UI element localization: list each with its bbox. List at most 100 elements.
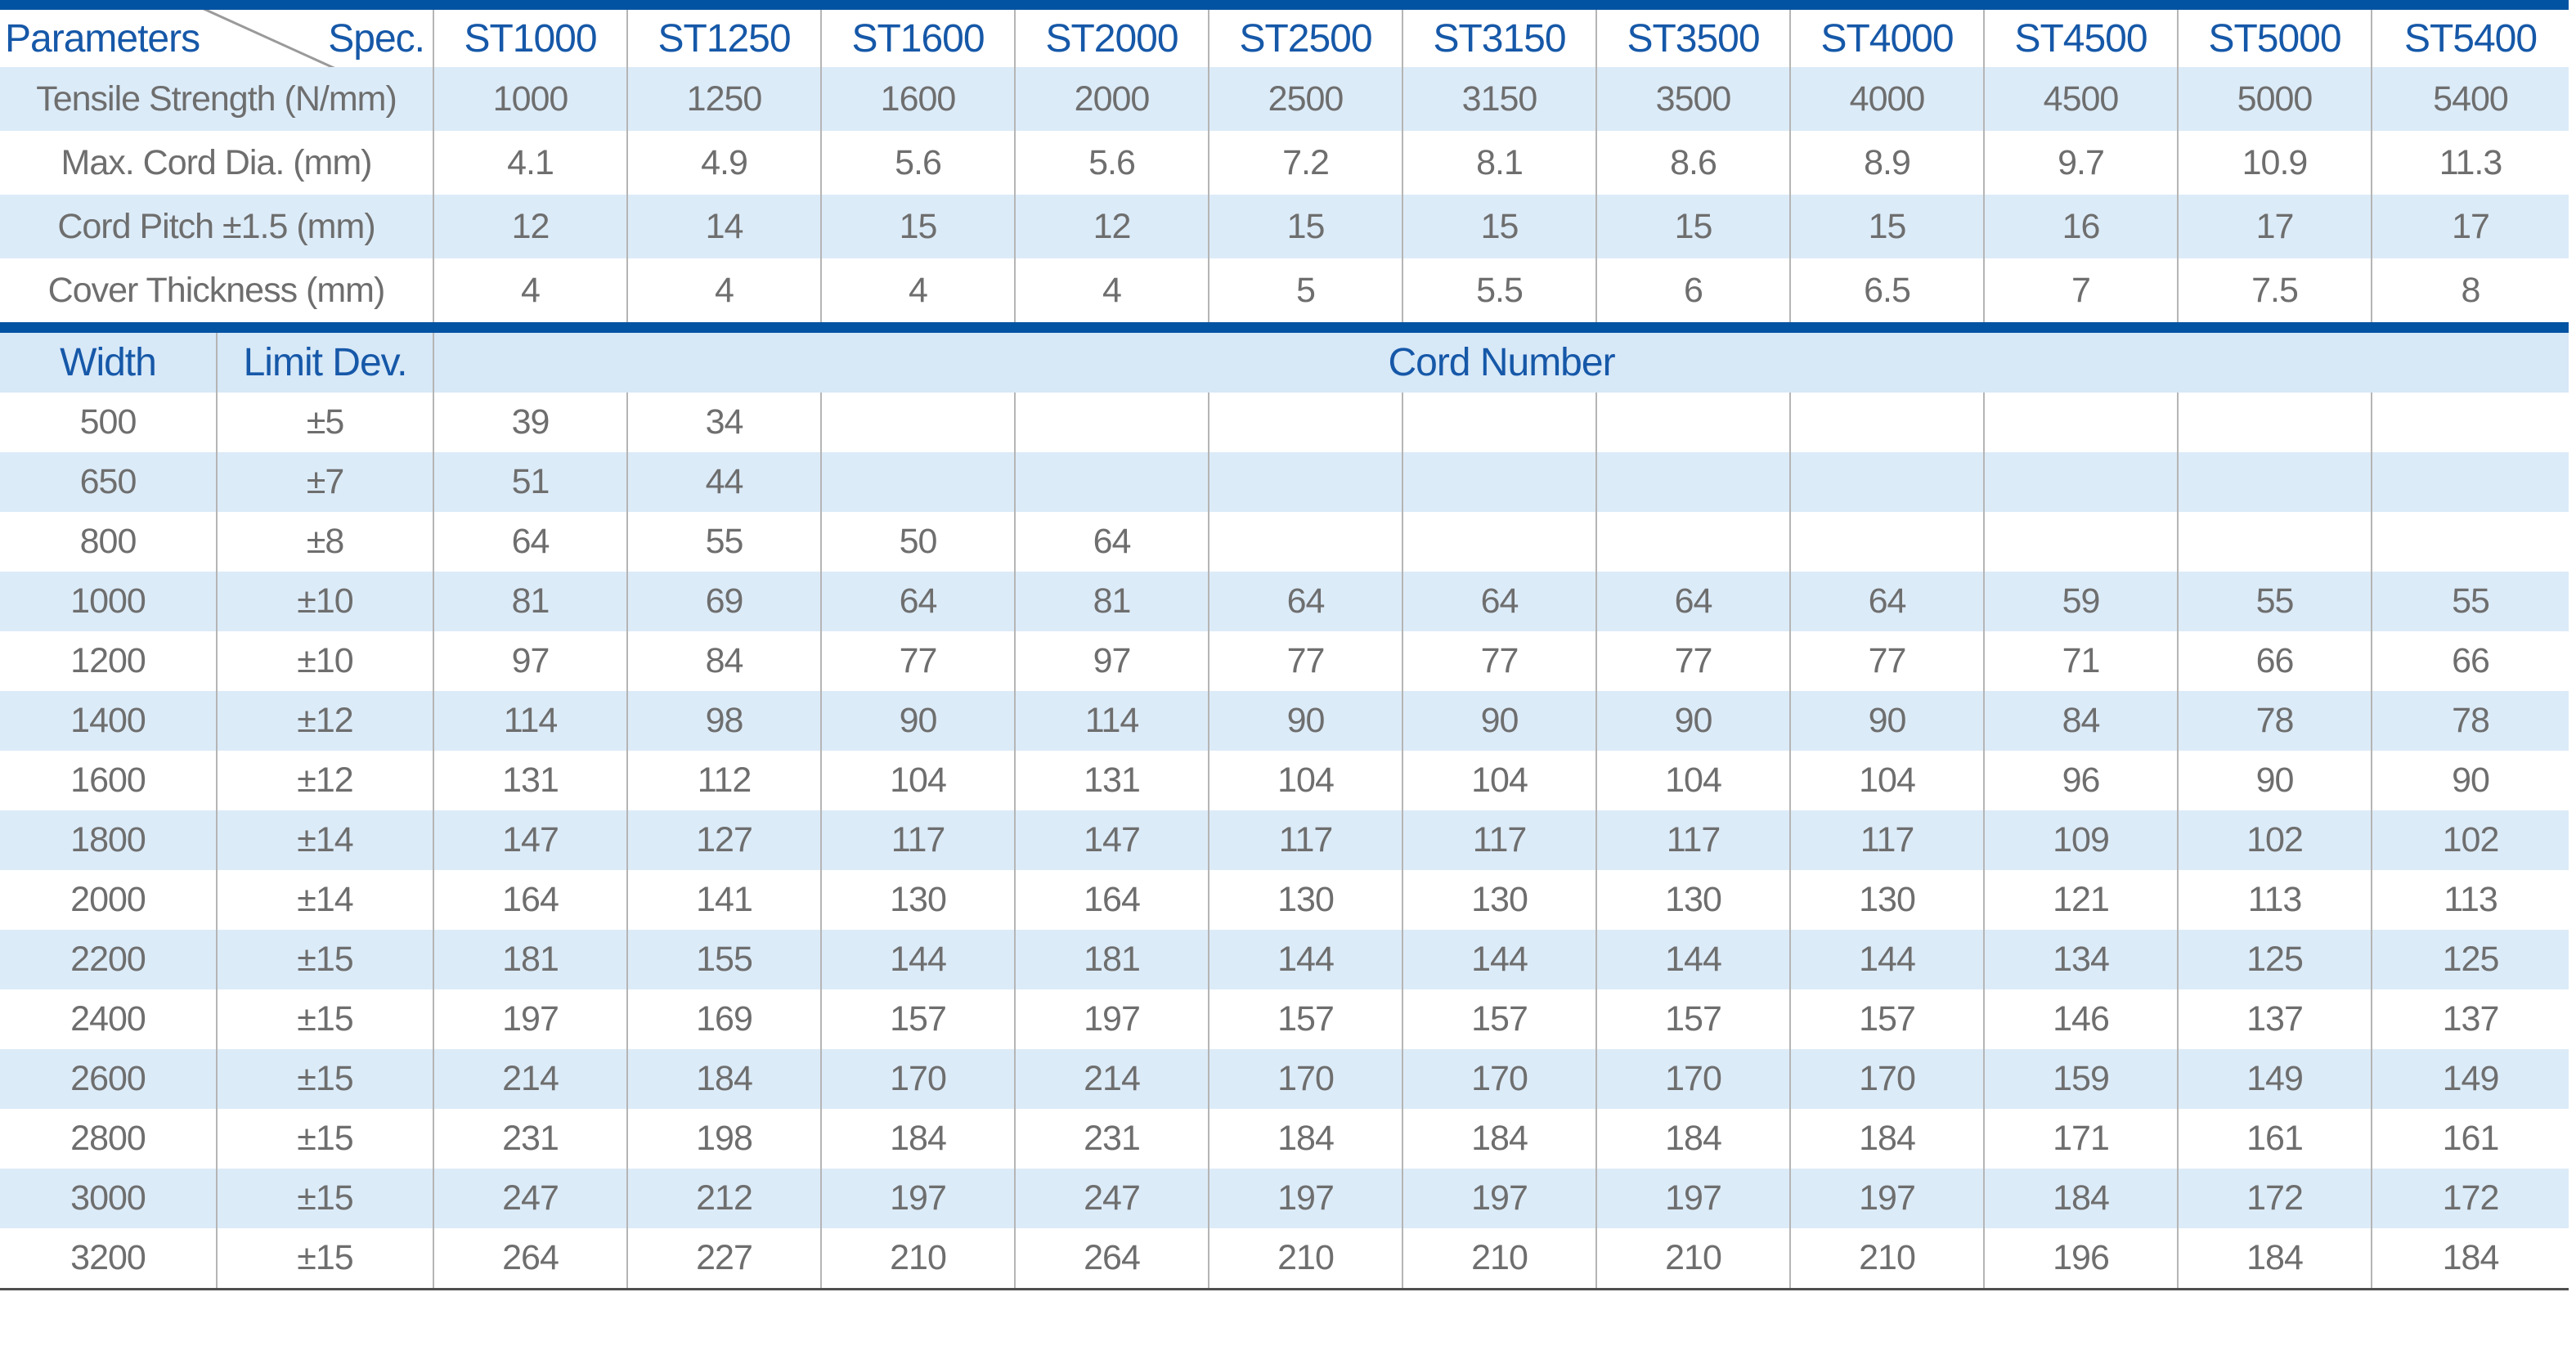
belt-width-cell: 1000 — [70, 581, 146, 621]
cord-number-cell: 51 — [433, 452, 627, 512]
corner-cell: Parameters Spec. — [0, 10, 433, 67]
cord-number-cell: 104 — [1208, 751, 1402, 810]
spec-column-header: ST2500 — [1208, 10, 1402, 67]
belt-width-cell: 2200 — [70, 940, 146, 979]
cord-number-cell: 34 — [626, 393, 821, 452]
cord-number-cell: 144 — [1208, 930, 1402, 989]
param-value-cell: 17 — [2371, 195, 2569, 258]
param-value-cell: 6.5 — [1789, 258, 1984, 322]
cord-row: 2400 ±15 197 169 157 197 157 157 157 157 146 137 137 — [0, 989, 2569, 1049]
cord-row: 650 ±7 51 44 — [0, 452, 2569, 512]
cord-number-cell: 121 — [1983, 870, 2178, 930]
cord-number-cell: 131 — [433, 751, 627, 810]
cord-number-cell: 77 — [1595, 631, 1790, 691]
width-column-header: Width — [60, 341, 157, 384]
cord-number-cell: 210 — [820, 1228, 1015, 1290]
cord-number-cell: 125 — [2371, 930, 2569, 989]
cord-number-cell — [1983, 512, 2178, 572]
limit-dev-cell: ±12 — [216, 751, 433, 810]
cord-number-cell: 130 — [1402, 870, 1596, 930]
cord-number-cell: 130 — [820, 870, 1015, 930]
param-value-cell: 4.1 — [433, 131, 627, 195]
cord-number-cell: 184 — [1983, 1169, 2178, 1228]
belt-width-cell: 1200 — [70, 641, 146, 680]
param-value-cell: 6 — [1595, 258, 1790, 322]
spec-column-header: ST4500 — [1983, 10, 2178, 67]
cord-number-cell: 90 — [2371, 751, 2569, 810]
cord-number-cell: 212 — [626, 1169, 821, 1228]
param-value-cell: 12 — [1014, 195, 1209, 258]
cord-number-cell: 137 — [2371, 989, 2569, 1049]
cord-number-cell: 157 — [1595, 989, 1790, 1049]
belt-width-cell: 3000 — [70, 1178, 146, 1218]
limit-dev-cell: ±8 — [216, 512, 433, 572]
cord-number-cell: 146 — [1983, 989, 2178, 1049]
cord-number-cell: 197 — [820, 1169, 1015, 1228]
param-value-cell: 4 — [626, 258, 821, 322]
cord-number-cell: 64 — [1208, 572, 1402, 631]
cord-number-cell: 117 — [1789, 810, 1984, 870]
cord-number-cell: 90 — [1789, 691, 1984, 751]
corner-label-parameters: Parameters — [5, 16, 200, 61]
param-value-cell: 11.3 — [2371, 131, 2569, 195]
cord-number-cell: 64 — [433, 512, 627, 572]
cord-number-cell: 130 — [1595, 870, 1790, 930]
cord-number-cell: 157 — [820, 989, 1015, 1049]
param-row: Max. Cord Dia. (mm) 4.1 4.9 5.6 5.6 7.2 8.1 8.6… — [0, 131, 2569, 195]
param-value-cell: 8 — [2371, 258, 2569, 322]
cord-number-cell: 98 — [626, 691, 821, 751]
belt-width-cell: 2600 — [70, 1059, 146, 1098]
cord-number-cell: 81 — [1014, 572, 1209, 631]
limit-dev-column-header: Limit Dev. — [216, 333, 433, 393]
param-value-cell: 2500 — [1208, 67, 1402, 131]
param-row-label: Tensile Strength (N/mm) — [36, 79, 397, 119]
param-value-cell: 4 — [820, 258, 1015, 322]
cord-row: 1000 ±10 81 69 64 81 64 64 64 64 59 55 55 — [0, 572, 2569, 631]
param-value-cell: 3500 — [1595, 67, 1790, 131]
cord-number-cell — [2371, 393, 2569, 452]
cord-number-cell: 198 — [626, 1109, 821, 1169]
cord-number-cell — [1595, 452, 1790, 512]
cord-number-cell: 50 — [820, 512, 1015, 572]
belt-width-cell: 2400 — [70, 999, 146, 1039]
cord-number-cell: 171 — [1983, 1109, 2178, 1169]
param-value-cell: 15 — [1789, 195, 1984, 258]
param-value-cell: 15 — [1402, 195, 1596, 258]
spec-column-header: ST3500 — [1595, 10, 1790, 67]
cord-number-cell: 71 — [1983, 631, 2178, 691]
cord-number-cell — [1208, 393, 1402, 452]
cord-number-cell: 197 — [1402, 1169, 1596, 1228]
cord-number-cell — [1789, 393, 1984, 452]
cord-number-cell: 90 — [1208, 691, 1402, 751]
cord-number-cell — [1789, 512, 1984, 572]
cord-number-cell: 90 — [820, 691, 1015, 751]
cord-number-cell: 117 — [820, 810, 1015, 870]
cord-number-cell: 84 — [1983, 691, 2178, 751]
cord-number-cell — [1789, 452, 1984, 512]
cord-number-cell: 197 — [433, 989, 627, 1049]
cord-row: 3000 ±15 247 212 197 247 197 197 197 197 184 172 172 — [0, 1169, 2569, 1228]
param-value-cell: 5400 — [2371, 67, 2569, 131]
cord-number-cell — [1595, 512, 1790, 572]
limit-dev-cell: ±12 — [216, 691, 433, 751]
cord-number-cell: 44 — [626, 452, 821, 512]
belt-width-cell: 1400 — [70, 701, 146, 740]
cord-number-cell: 64 — [820, 572, 1015, 631]
cord-number-cell: 149 — [2371, 1049, 2569, 1109]
cord-number-cell: 77 — [1402, 631, 1596, 691]
cord-number-cell: 172 — [2177, 1169, 2372, 1228]
cord-number-cell: 97 — [433, 631, 627, 691]
belt-width-cell: 1600 — [70, 761, 146, 800]
param-value-cell: 1000 — [433, 67, 627, 131]
cord-number-cell: 157 — [1789, 989, 1984, 1049]
cord-number-cell: 197 — [1595, 1169, 1790, 1228]
cord-number-cell — [1595, 393, 1790, 452]
cord-number-cell — [1402, 452, 1596, 512]
spec-column-header: ST5400 — [2371, 10, 2569, 67]
cord-number-cell: 170 — [820, 1049, 1015, 1109]
cord-number-cell: 184 — [820, 1109, 1015, 1169]
cord-number-cell: 214 — [433, 1049, 627, 1109]
cord-number-cell — [1402, 393, 1596, 452]
param-value-cell: 5 — [1208, 258, 1402, 322]
param-value-cell: 17 — [2177, 195, 2372, 258]
